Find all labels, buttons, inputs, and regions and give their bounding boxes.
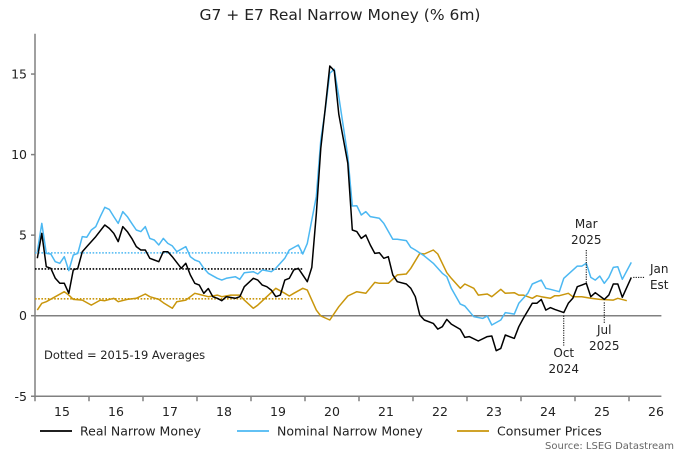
x-tick-label: 21 — [378, 404, 394, 419]
annotation-label: Mar — [575, 217, 598, 231]
series-consumer-prices — [36, 249, 627, 321]
legend-label: Real Narrow Money — [80, 424, 202, 439]
legend-label: Nominal Narrow Money — [277, 424, 423, 439]
x-tick-label: 15 — [54, 404, 70, 419]
x-tick-label: 26 — [648, 404, 664, 419]
annotation-label: 2025 — [571, 233, 602, 247]
annotation-label: Oct — [553, 346, 574, 360]
chart-note: Dotted = 2015-19 Averages — [44, 348, 205, 362]
series-line — [36, 65, 632, 352]
series-line — [36, 249, 627, 321]
x-tick-label: 23 — [486, 404, 502, 419]
y-tick-label: 10 — [11, 147, 27, 162]
x-tick-label: 22 — [432, 404, 448, 419]
annotation-label: 2025 — [589, 339, 620, 353]
x-tick-label: 20 — [324, 404, 340, 419]
annotation-label: Jan — [649, 262, 669, 276]
chart-title: G7 + E7 Real Narrow Money (% 6m) — [200, 6, 481, 24]
x-tick-label: 16 — [108, 404, 124, 419]
x-tick-label: 19 — [270, 404, 286, 419]
y-tick-label: 0 — [19, 308, 27, 323]
x-tick-label: 24 — [540, 404, 556, 419]
x-tick-label: 17 — [162, 404, 178, 419]
series-nominal-narrow-money — [36, 68, 632, 326]
annotation-label: Jul — [596, 323, 611, 337]
y-tick-label: -5 — [15, 389, 27, 404]
x-tick-label: 18 — [216, 404, 232, 419]
series-line — [36, 68, 632, 326]
annotation-label: Est — [650, 278, 669, 292]
legend-label: Consumer Prices — [497, 424, 602, 439]
series-real-narrow-money — [36, 65, 632, 352]
legend: Real Narrow Money Nominal Narrow Money Con… — [40, 424, 602, 439]
y-tick-label: 15 — [11, 67, 27, 82]
x-tick-label: 25 — [594, 404, 610, 419]
annotation-label: 2024 — [548, 362, 579, 376]
source-text: Source: LSEG Datastream — [545, 441, 674, 452]
y-tick-label: 5 — [19, 228, 27, 243]
